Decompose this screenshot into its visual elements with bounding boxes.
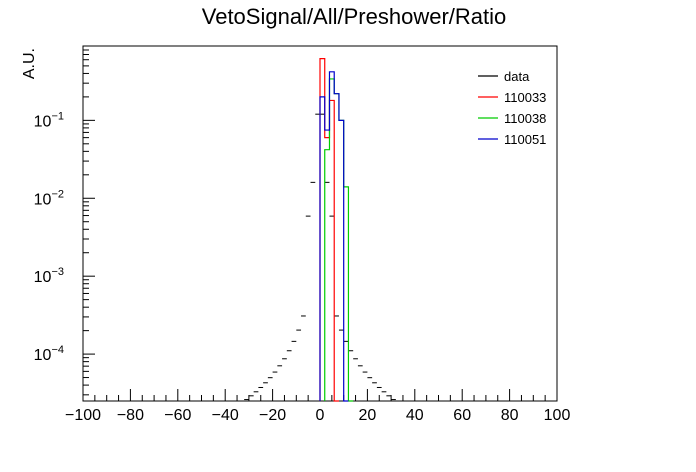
x-tick-label: −100 <box>65 407 101 424</box>
x-tick-label: 40 <box>406 407 424 424</box>
y-tick-label: 10−4 <box>34 344 64 364</box>
x-tick-label: −40 <box>212 407 239 424</box>
legend-label-110051: 110051 <box>504 132 546 147</box>
legend-label-data: data <box>504 69 530 84</box>
y-tick-label: 10−3 <box>34 266 64 286</box>
y-tick-label: 10−2 <box>34 188 64 208</box>
x-tick-label: 0 <box>316 407 325 424</box>
x-tick-label: −80 <box>117 407 144 424</box>
x-tick-label: 20 <box>359 407 377 424</box>
legend-label-110033: 110033 <box>504 90 546 105</box>
plot-area: −100 −80 −60 −40 −20 0 20 40 60 80 100 10−1 10−2 10−3… <box>34 45 571 424</box>
y-axis-label: A.U. <box>21 48 38 79</box>
y-tick-label: 10−1 <box>34 110 64 130</box>
x-tick-label: 100 <box>544 407 571 424</box>
legend-label-110038: 110038 <box>504 111 546 126</box>
x-tick-label: 60 <box>453 407 471 424</box>
chart-title: VetoSignal/All/Preshower/Ratio <box>202 4 507 29</box>
histogram-110051 <box>319 71 349 402</box>
legend: data 110033 110038 110051 <box>478 69 546 147</box>
x-tick-label: −60 <box>164 407 191 424</box>
x-tick-label: −20 <box>259 407 286 424</box>
x-tick-label: 80 <box>501 407 519 424</box>
